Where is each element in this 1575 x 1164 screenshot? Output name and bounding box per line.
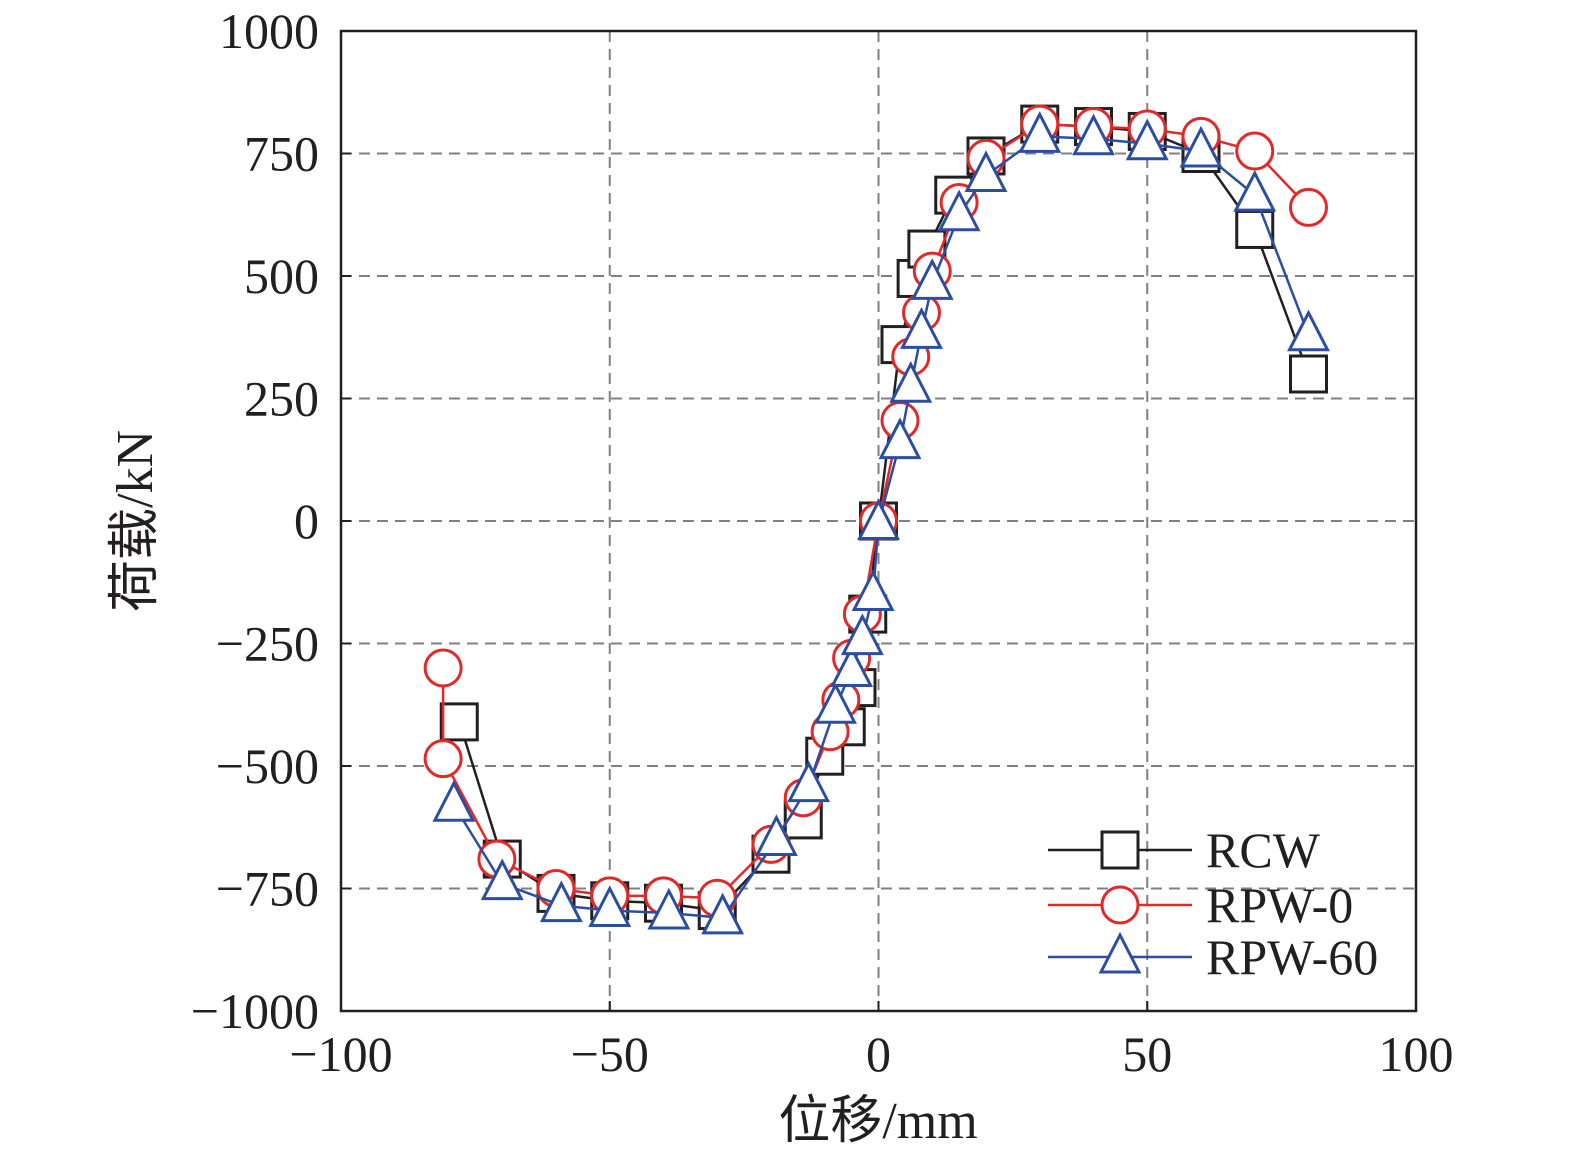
y-tick-label: 500: [244, 248, 319, 304]
data-point-triangle: [1018, 111, 1062, 153]
legend-item: RPW-0: [1048, 877, 1353, 933]
data-point-triangle: [1125, 118, 1169, 161]
data-point-triangle: [1287, 309, 1330, 352]
x-tick-label: 50: [1122, 1026, 1172, 1082]
data-point-square: [439, 702, 479, 742]
data-point-square: [1289, 354, 1328, 394]
y-tick-label: 250: [244, 371, 319, 427]
x-tick-label: 100: [1379, 1026, 1454, 1082]
data-point-triangle: [937, 189, 981, 232]
data-point-triangle: [432, 779, 476, 822]
y-tick-label: −750: [216, 861, 319, 917]
data-point-triangle: [539, 880, 583, 923]
legend-item: RCW: [1048, 822, 1321, 878]
y-tick-label: −500: [216, 738, 319, 794]
data-point-triangle: [840, 613, 884, 656]
legend-marker-square: [1100, 830, 1140, 870]
data-point-triangle: [701, 892, 745, 935]
data-point-circle: [423, 648, 463, 688]
legend-label: RPW-0: [1206, 877, 1353, 933]
tick-layer: −100 −50 0 50 10010007505002500−250−500−750−…: [191, 3, 1454, 1082]
data-point-triangle: [878, 417, 922, 460]
series-layer: [423, 104, 1330, 935]
y-tick-label: 750: [244, 126, 319, 182]
data-point-triangle: [814, 681, 857, 724]
x-axis-title: 位移/mm: [778, 1093, 977, 1150]
y-tick-label: 1000: [219, 3, 319, 59]
y-axis-title: 荷载/kN: [107, 430, 164, 612]
y-tick-label: −250: [216, 616, 319, 672]
x-tick-label: −100: [289, 1026, 392, 1082]
series-rpw-60: [432, 111, 1330, 935]
data-point-circle: [423, 739, 463, 779]
legend-label: RPW-60: [1206, 929, 1378, 985]
x-tick-label: −50: [571, 1026, 649, 1082]
data-point-triangle: [910, 258, 954, 300]
x-tick-label: 0: [866, 1026, 891, 1082]
data-point-triangle: [964, 150, 1008, 193]
data-point-circle: [1235, 131, 1275, 171]
legend-item: RPW-60: [1048, 929, 1378, 985]
legend-marker-circle: [1100, 885, 1140, 925]
y-tick-label: 0: [294, 493, 319, 549]
data-point-triangle: [480, 858, 524, 901]
data-point-triangle: [754, 814, 798, 856]
data-point-triangle: [1233, 169, 1277, 212]
data-point-triangle: [787, 760, 831, 803]
data-point-triangle: [851, 569, 895, 611]
data-point-circle: [1289, 187, 1328, 227]
data-point-triangle: [889, 360, 933, 403]
data-point-triangle: [647, 887, 691, 930]
data-point-triangle: [588, 885, 632, 928]
data-point-triangle: [1072, 113, 1115, 156]
data-point-triangle: [857, 498, 900, 540]
data-point-triangle: [900, 307, 943, 349]
legend-label: RCW: [1206, 822, 1321, 878]
data-point-triangle: [830, 645, 874, 687]
legend-marker-triangle: [1098, 931, 1142, 974]
y-tick-label: −1000: [191, 983, 319, 1039]
data-point-triangle: [1179, 125, 1223, 168]
